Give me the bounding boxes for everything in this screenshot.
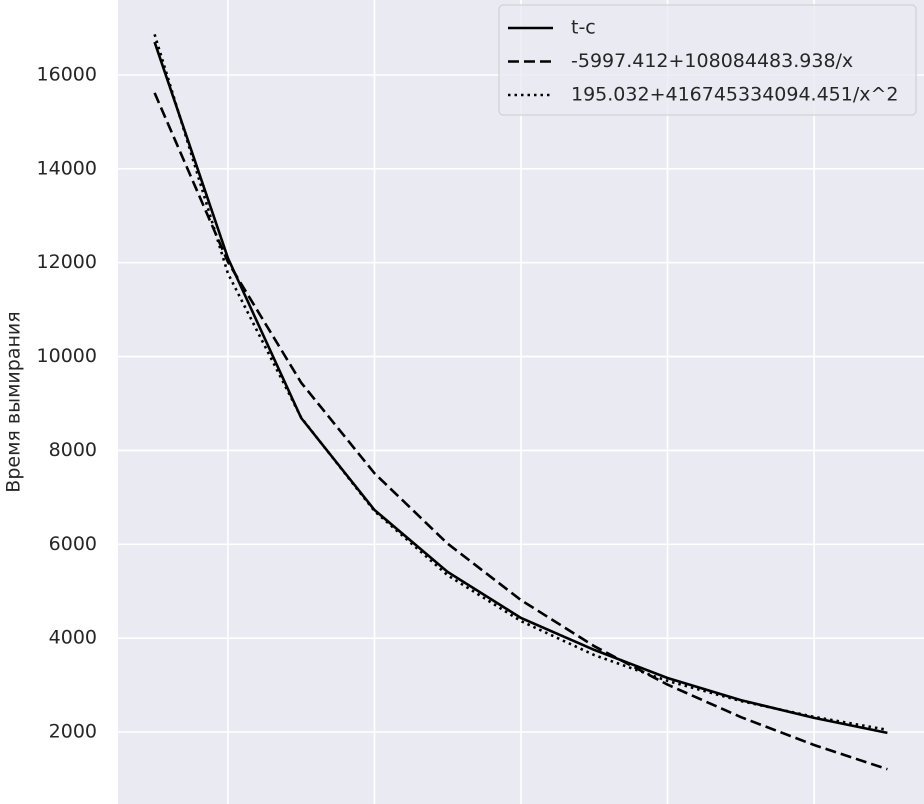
legend: t-c -5997.412+108084483.938/x 195.032+4167… (498, 4, 917, 116)
line (153, 34, 888, 732)
line (153, 41, 888, 735)
y-tick-label: 16000 (37, 63, 97, 85)
legend-label: -5997.412+108084483.938/x (571, 50, 853, 72)
y-tick-label: 2000 (49, 721, 97, 743)
legend-label: t-c (571, 17, 596, 39)
y-tick-label: 10000 (37, 345, 97, 367)
legend-label: 195.032+416745334094.451/x^2 (571, 84, 899, 106)
y-tick-label: 8000 (49, 439, 97, 461)
line (153, 92, 888, 771)
y-tick-label: 4000 (49, 627, 97, 649)
legend-box (498, 4, 917, 116)
y-axis-label: Время вымирания (3, 311, 25, 492)
y-tick-label: 14000 (37, 157, 97, 179)
y-tick-label: 12000 (37, 251, 97, 273)
y-tick-label: 6000 (49, 533, 97, 555)
